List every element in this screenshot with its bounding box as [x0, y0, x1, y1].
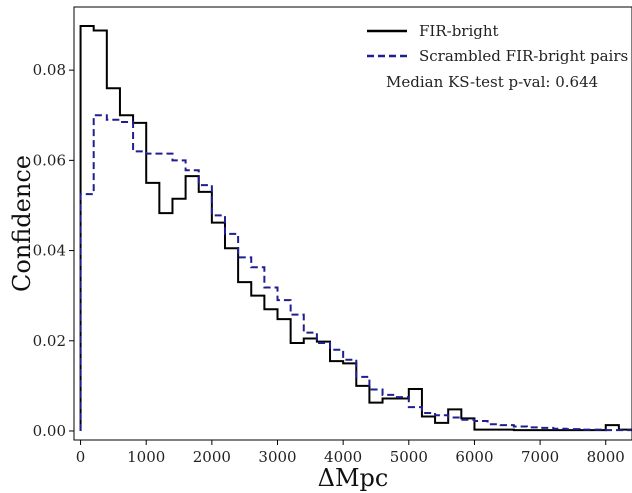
x-tick-label: 2000: [193, 448, 231, 466]
x-tick-label: 0: [76, 448, 86, 466]
series-line-scrambled: [79, 114, 632, 432]
legend-label-scrambled: Scrambled FIR-bright pairs: [419, 47, 628, 65]
x-tick-label: 3000: [258, 448, 296, 466]
x-tick-label: 4000: [324, 448, 362, 466]
x-tick-label: 5000: [390, 448, 428, 466]
axis-ticks: 0 1000 2000 3000 4000 5000 6000 7000 8000 0.00 0.0…: [33, 61, 625, 466]
x-tick-label: 6000: [455, 448, 493, 466]
y-tick-label: 0.02: [33, 332, 66, 350]
axes-frame: [73, 6, 632, 441]
y-tick-label: 0.04: [33, 242, 66, 260]
x-tick-label: 1000: [127, 448, 165, 466]
legend-label-fir-bright: FIR-bright: [419, 22, 499, 40]
y-tick-label: 0.06: [33, 151, 66, 169]
y-tick-label: 0.08: [33, 61, 66, 79]
x-axis-label: ΔMpc: [318, 464, 389, 492]
legend: FIR-bright Scrambled FIR-bright pairs Me…: [367, 22, 628, 91]
y-axis-label: Confidence: [8, 155, 36, 292]
x-tick-label: 7000: [521, 448, 559, 466]
x-tick-label: 8000: [587, 448, 625, 466]
plot-area: [79, 24, 632, 432]
series-line-fir-bright: [79, 24, 632, 432]
ks-test-annotation: Median KS-test p-val: 0.644: [386, 73, 598, 91]
y-tick-label: 0.00: [33, 422, 66, 440]
